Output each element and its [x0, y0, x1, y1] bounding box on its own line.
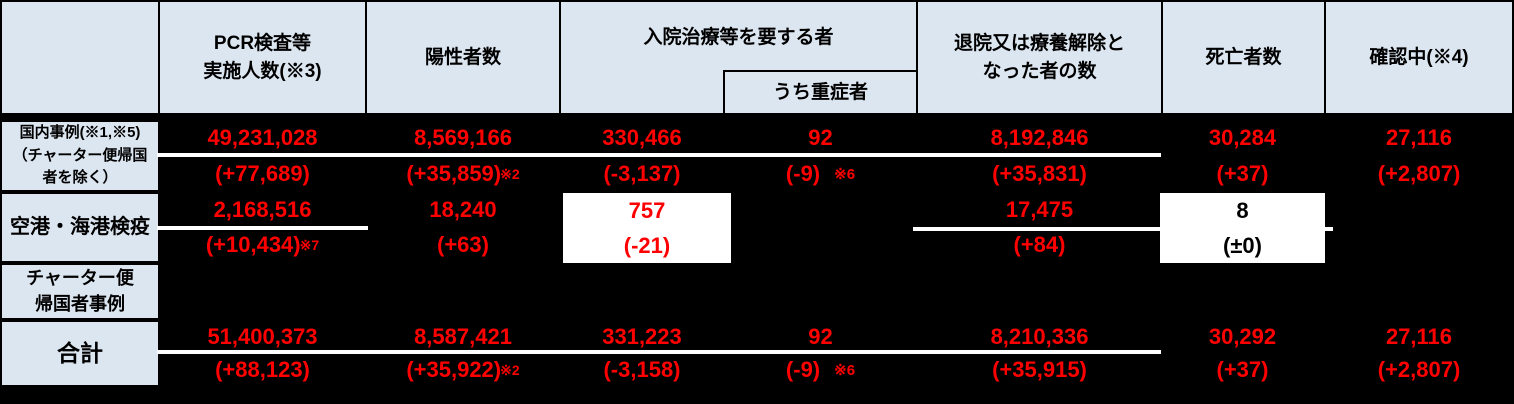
delta: (-3,137)	[603, 161, 681, 186]
header-confirming: 確認中(※4)	[1324, 0, 1514, 115]
value: 27,116	[1385, 125, 1453, 150]
cell-quarantine-pcr: 2,168,516 (+10,434) ※7	[160, 192, 365, 263]
value: 8,587,421	[414, 323, 512, 349]
value: 8,569,166	[414, 125, 512, 150]
separator-line-quarantine-pcr	[157, 226, 368, 230]
header-positive-cases: 陽性者数	[365, 0, 561, 115]
header-discharged-label: 退院又は療養解除と なった者の数	[953, 32, 1125, 82]
cell-quarantine-positive: 18,240 (+63)	[367, 192, 559, 263]
value: 49,231,028	[207, 125, 318, 150]
row-label-domestic: 国内事例(※1,※5) （チャーター便帰国 者を除く）	[0, 120, 160, 192]
delta: (+84)	[1013, 232, 1066, 258]
cell-total-hospitalized: 331,223 (-3,158)	[561, 320, 723, 387]
header-deaths-label: 死亡者数	[1205, 46, 1282, 68]
cell-total-confirming: 27,116 (+2,807)	[1326, 320, 1512, 387]
delta: (-3,158)	[603, 357, 681, 383]
value: 92	[808, 323, 833, 349]
cell-total-discharged: 8,210,336 (+35,915)	[918, 320, 1161, 387]
delta: (+63)	[437, 232, 489, 258]
delta: (+2,807)	[1377, 161, 1461, 186]
value: 330,466	[602, 125, 682, 150]
delta: (±0)	[1223, 232, 1262, 258]
value: 30,292	[1208, 323, 1277, 349]
value: 8	[1236, 197, 1249, 223]
footnote-ref: ※6	[834, 362, 856, 380]
header-positive-label: 陽性者数	[424, 46, 501, 68]
separator-line-total	[157, 350, 1161, 354]
cell-quarantine-hospitalized-highlight: 757 (-21)	[563, 193, 731, 263]
delta: (+2,807)	[1377, 357, 1461, 383]
header-hospitalized-label: 入院治療等を要する者	[643, 27, 834, 48]
header-pcr-tested: PCR検査等 実施人数(※3)	[158, 0, 367, 115]
value: 18,240	[429, 196, 497, 222]
header-deaths: 死亡者数	[1161, 0, 1326, 115]
value: 331,223	[602, 323, 682, 349]
header-discharged: 退院又は療養解除と なった者の数	[916, 0, 1163, 115]
footnote-ref: ※7	[299, 236, 320, 253]
value: 30,284	[1208, 125, 1277, 150]
cell-domestic-positive: 8,569,166 (+35,859) ※2	[367, 120, 559, 192]
cell-domestic-hospitalized: 330,466 (-3,137)	[561, 120, 723, 192]
delta: (+35,859) ※2	[406, 161, 520, 186]
row-label-charter: チャーター便 帰国者事例	[0, 263, 160, 320]
header-corner-cell	[0, 0, 160, 115]
delta: (+37)	[1216, 357, 1269, 383]
header-confirming-label: 確認中(※4)	[1369, 46, 1469, 68]
cell-domestic-deaths: 30,284 (+37)	[1161, 120, 1324, 192]
cell-total-pcr: 51,400,373 (+88,123)	[160, 320, 365, 387]
footnote-ref: ※6	[834, 166, 856, 183]
cell-quarantine-discharged: 17,475 (+84)	[918, 192, 1161, 263]
cell-total-deaths: 30,292 (+37)	[1161, 320, 1324, 387]
delta: (+77,689)	[215, 161, 310, 186]
header-severe-subcell: うち重症者	[723, 70, 918, 115]
delta: (+35,922) ※2	[406, 357, 520, 383]
header-pcr-label: PCR検査等 実施人数(※3)	[203, 32, 322, 82]
separator-line-quarantine-discharged	[913, 227, 1161, 231]
cell-domestic-severe: 92 (-9) ※6	[725, 120, 916, 192]
delta: (+35,831)	[992, 161, 1087, 186]
value: 2,168,516	[213, 196, 312, 222]
cell-domestic-pcr: 49,231,028 (+77,689)	[160, 120, 365, 192]
value: 27,116	[1385, 323, 1453, 349]
footnote-ref: ※2	[500, 361, 520, 378]
cell-total-positive: 8,587,421 (+35,922) ※2	[367, 320, 559, 387]
delta: (-21)	[623, 232, 671, 258]
cell-domestic-confirming: 27,116 (+2,807)	[1326, 120, 1512, 192]
delta: (+35,915)	[992, 357, 1087, 383]
cell-domestic-discharged: 8,192,846 (+35,831)	[918, 120, 1161, 192]
value: 17,475	[1005, 196, 1074, 222]
separator-line-domestic	[157, 153, 1161, 157]
delta: (-9) ※6	[785, 357, 856, 383]
row-label-quarantine: 空港・海港検疫	[0, 192, 160, 263]
delta: (+10,434) ※7	[205, 232, 320, 258]
cell-quarantine-deaths-highlight: 8 (±0)	[1160, 193, 1325, 263]
value: 757	[628, 197, 666, 223]
delta: (-9) ※6	[785, 161, 856, 186]
value: 92	[808, 125, 833, 150]
cell-total-severe: 92 (-9) ※6	[725, 320, 916, 387]
footnote-ref: ※2	[500, 165, 520, 182]
header-severe-label: うち重症者	[772, 81, 868, 103]
row-label-total: 合計	[0, 320, 160, 387]
value: 8,192,846	[990, 125, 1089, 150]
value: 51,400,373	[207, 323, 318, 349]
delta: (+37)	[1216, 161, 1269, 186]
delta: (+88,123)	[215, 357, 310, 383]
separator-tick-quarantine-right	[1325, 227, 1333, 231]
value: 8,210,336	[990, 323, 1089, 349]
